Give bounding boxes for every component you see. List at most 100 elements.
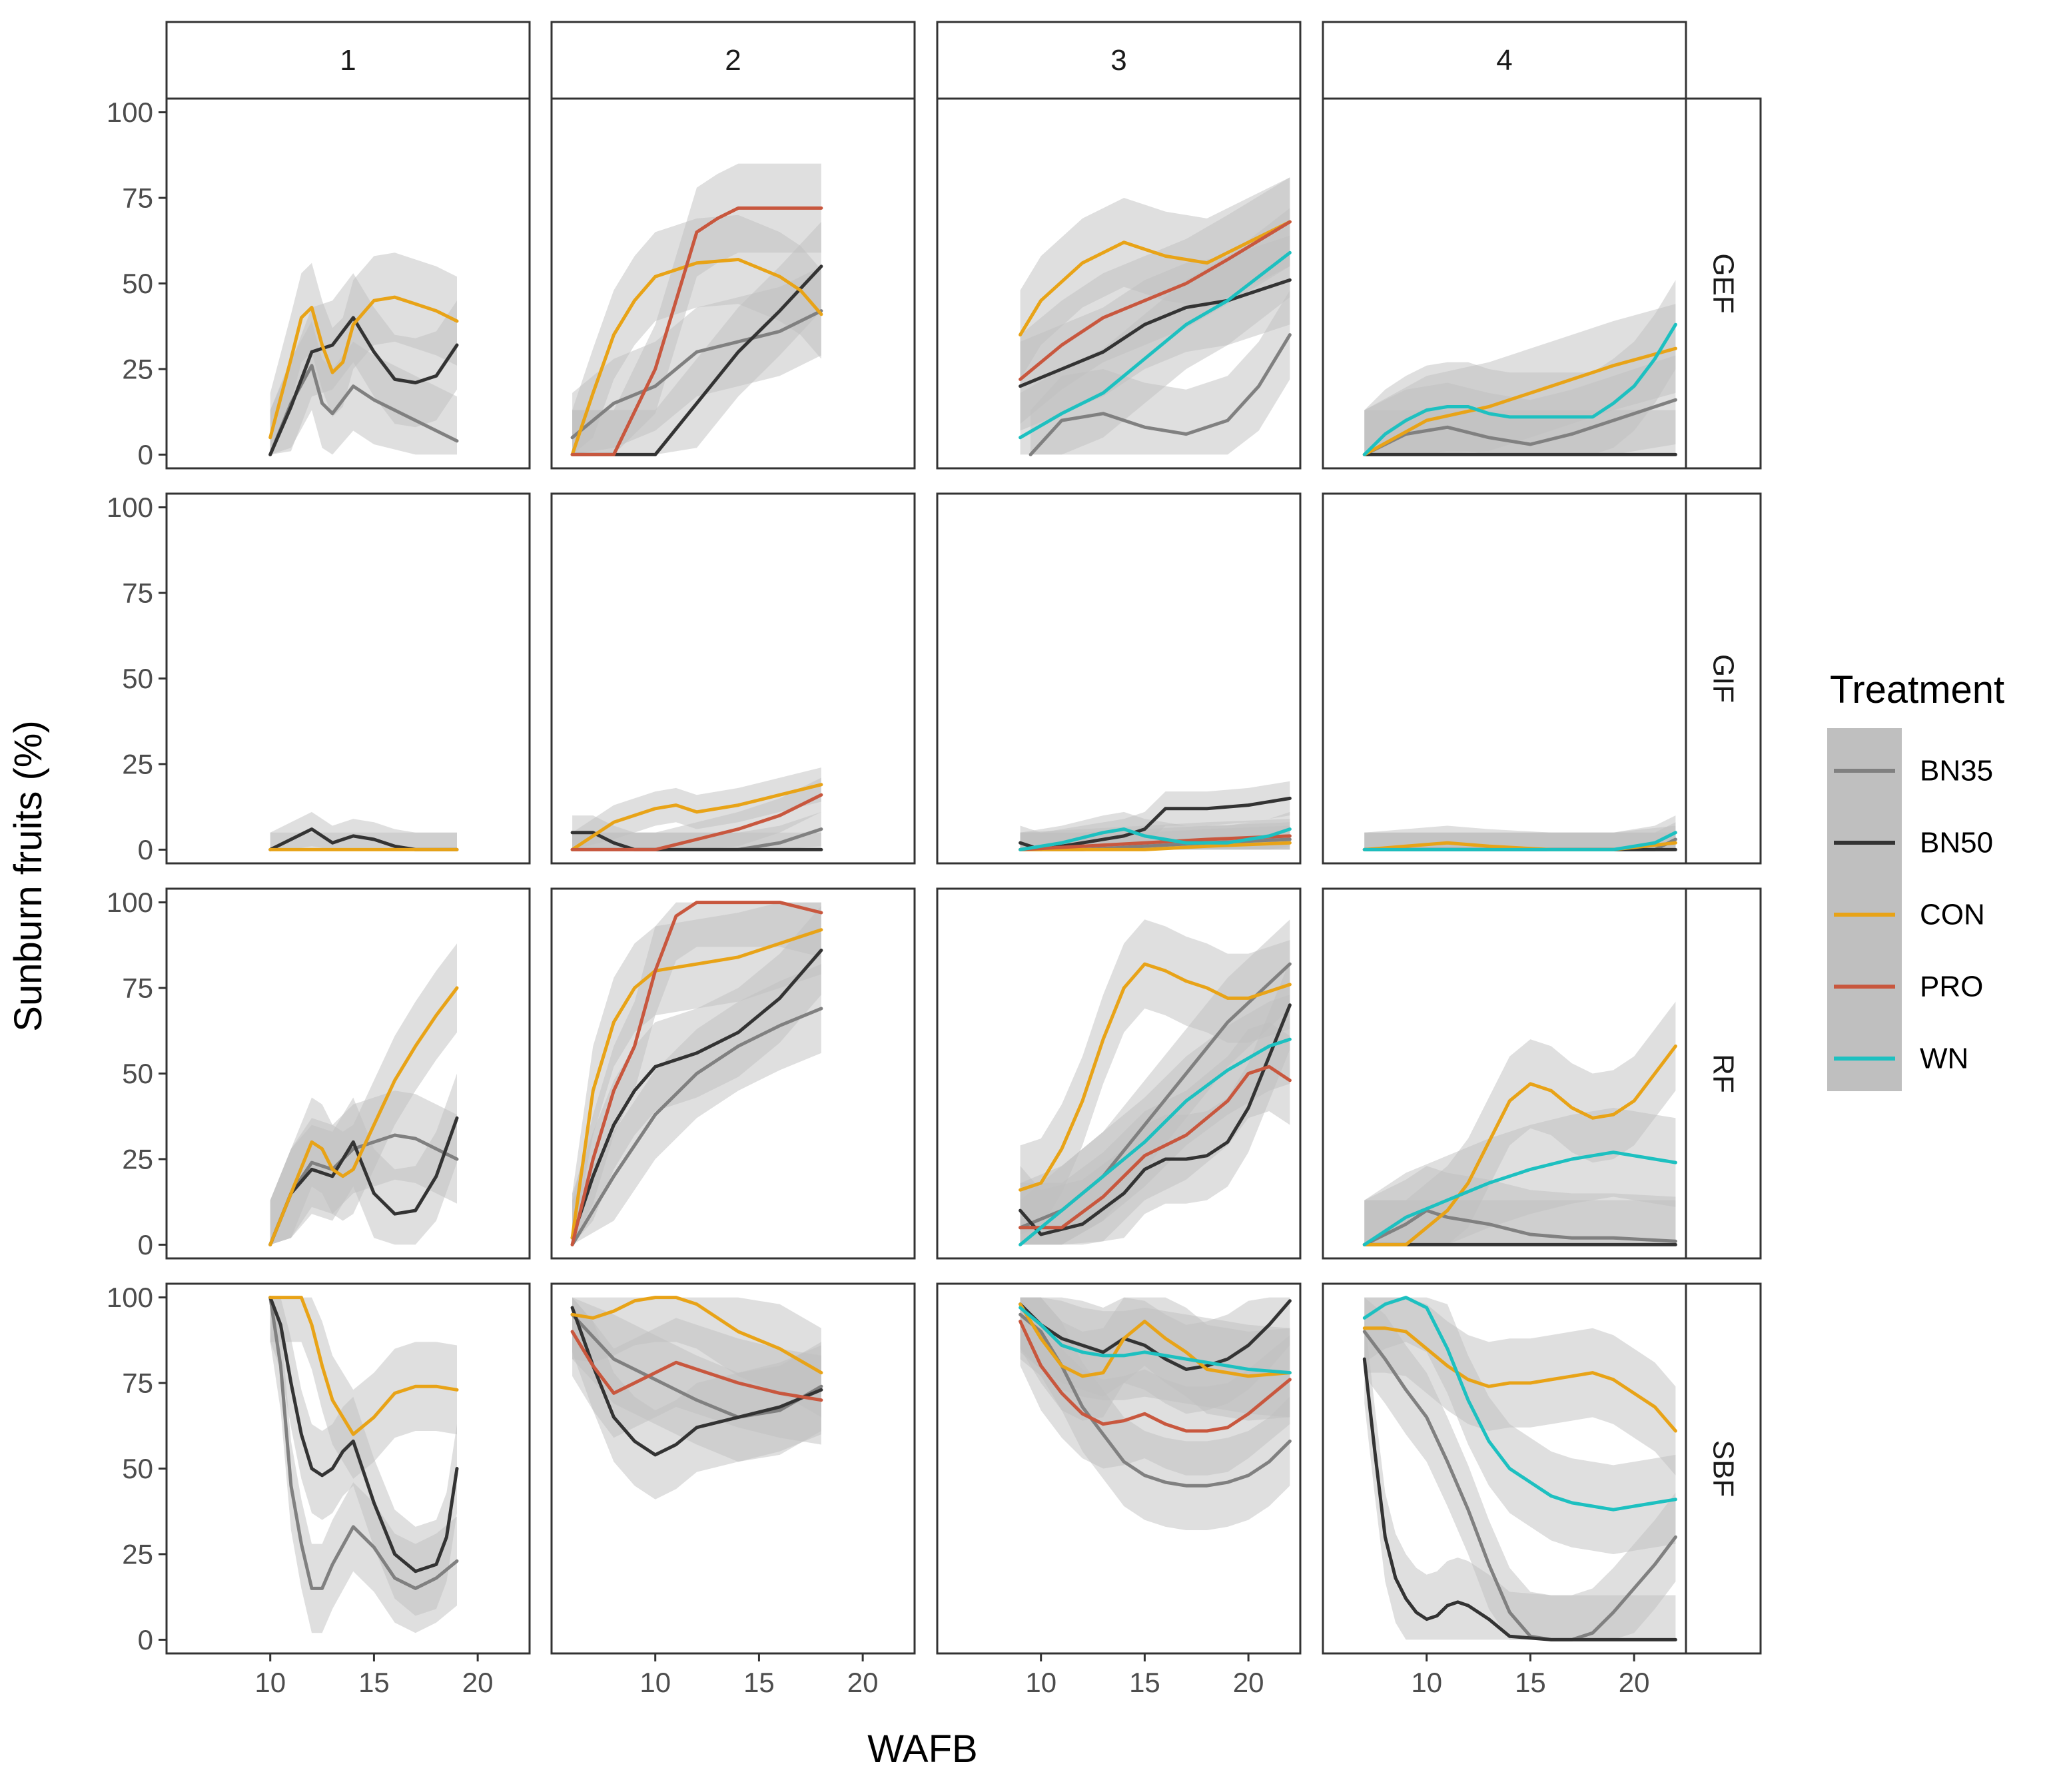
row-strip-label-gif: GIF: [1707, 654, 1740, 703]
ribbon-gif-1-con: [270, 832, 457, 850]
line-gif-3-pro: [1019, 834, 1292, 851]
y-tick-label-gef-0: 0: [138, 439, 153, 470]
y-tick-label-gif-50: 50: [122, 663, 153, 694]
line-rf-2-pro: [570, 901, 823, 1246]
panel-frame-sbf-3: [936, 1282, 1302, 1655]
row-strip-sbf: [1685, 1282, 1762, 1655]
line-sbf-3-pro: [1019, 1320, 1292, 1433]
line-rf-3-pro: [1019, 1065, 1292, 1230]
y-tick-label-rf-50: 50: [122, 1058, 153, 1089]
x-tick-label-4-15: 15: [1515, 1667, 1546, 1698]
line-rf-3-wn: [1019, 1037, 1292, 1246]
line-sbf-2-con: [570, 1296, 823, 1375]
x-tick-label-4-10: 10: [1411, 1667, 1442, 1698]
line-gef-2-pro: [570, 206, 823, 456]
line-gef-4-wn: [1362, 322, 1677, 456]
row-strip-label-gef: GEF: [1707, 253, 1740, 313]
col-strip-label-2: 2: [725, 44, 741, 77]
ribbon-gif-4-wn: [1364, 815, 1676, 850]
ribbon-gif-2-pro: [572, 777, 821, 850]
line-rf-4-bn35: [1362, 1208, 1677, 1246]
ribbon-gef-2-pro: [572, 163, 821, 455]
line-sbf-2-pro: [570, 1330, 823, 1402]
panel-frame-sbf-2: [550, 1282, 916, 1655]
legend-label-pro: PRO: [1920, 971, 1983, 1003]
y-tick-label-gif-100: 100: [107, 492, 153, 523]
ribbon-rf-3-con: [1020, 919, 1290, 1234]
line-gef-4-con: [1362, 346, 1677, 456]
line-rf-4-con: [1362, 1044, 1677, 1246]
x-tick-label-2-10: 10: [639, 1667, 671, 1698]
line-gef-1-con: [268, 295, 459, 440]
x-tick-label-3-20: 20: [1233, 1667, 1264, 1698]
panel-frame-gif-2: [550, 492, 916, 865]
line-sbf-4-con: [1362, 1326, 1677, 1433]
line-rf-2-bn50: [570, 949, 823, 1240]
y-axis-title: Sunburn fruits (%): [7, 720, 50, 1031]
line-sbf-2-bn50: [570, 1306, 823, 1457]
line-gif-3-wn: [1019, 827, 1292, 851]
row-strip-gif: [1685, 492, 1762, 865]
y-tick-label-sbf-100: 100: [107, 1282, 153, 1313]
row-strip-rf: [1685, 887, 1762, 1260]
legend-label-con: CON: [1920, 899, 1985, 931]
line-sbf-3-con: [1019, 1302, 1292, 1378]
ribbon-sbf-2-con: [572, 1297, 821, 1418]
line-rf-4-wn: [1362, 1150, 1677, 1246]
x-tick-label-3-10: 10: [1025, 1667, 1056, 1698]
line-gif-2-pro: [570, 793, 823, 851]
line-gef-2-bn35: [570, 309, 823, 440]
y-tick-label-rf-75: 75: [122, 973, 153, 1004]
line-sbf-1-bn50: [268, 1296, 459, 1573]
y-tick-label-gef-50: 50: [122, 268, 153, 299]
line-gef-3-con: [1019, 220, 1292, 337]
y-tick-label-gef-100: 100: [107, 97, 153, 128]
row-strip-gef: [1685, 97, 1762, 470]
y-tick-label-gef-75: 75: [122, 183, 153, 214]
y-tick-label-sbf-0: 0: [138, 1624, 153, 1655]
line-sbf-4-bn50: [1362, 1357, 1677, 1641]
y-tick-label-sbf-75: 75: [122, 1368, 153, 1399]
line-gef-3-wn: [1019, 250, 1292, 440]
line-gef-2-con: [570, 258, 823, 456]
axes-layer: 0 25 50 75 100 0 25 50 75 100 0 25 50 75 100 0 25 50 75 100…: [107, 97, 1650, 1698]
ribbon-rf-3-bn50: [1020, 960, 1290, 1245]
line-sbf-3-bn35: [1019, 1312, 1292, 1488]
y-tick-label-rf-100: 100: [107, 887, 153, 918]
line-gef-3-pro: [1019, 220, 1292, 381]
x-axis-title: WAFB: [867, 1727, 977, 1771]
legend: Treatment BN35 BN50 CON PRO WN: [1827, 668, 2004, 1091]
ribbon-sbf-4-bn50: [1364, 1314, 1676, 1640]
y-tick-label-gif-25: 25: [122, 748, 153, 779]
x-tick-label-2-15: 15: [743, 1667, 775, 1698]
row-strip-label-sbf: SBF: [1707, 1440, 1740, 1498]
x-tick-label-1-10: 10: [254, 1667, 286, 1698]
ribbon-sbf-3-wn: [1020, 1297, 1290, 1418]
line-sbf-2-bn35: [570, 1312, 823, 1419]
facet-strips-layer: GEF GIF RF SBF 1 2 3 4: [165, 21, 1762, 1655]
col-strip-label-3: 3: [1110, 44, 1126, 77]
legend-label-bn50: BN50: [1920, 827, 1993, 859]
col-strip-1: [165, 21, 531, 100]
line-gif-2-con: [570, 783, 823, 851]
panel-frame-rf-2: [550, 887, 916, 1260]
ribbon-gef-4-wn: [1364, 280, 1676, 455]
line-gef-3-bn35: [1028, 333, 1292, 456]
col-strip-label-1: 1: [340, 44, 356, 77]
col-strip-2: [550, 21, 916, 100]
y-tick-label-rf-25: 25: [122, 1143, 153, 1174]
legend-label-wn: WN: [1920, 1043, 1968, 1075]
row-strip-label-rf: RF: [1707, 1054, 1740, 1093]
x-tick-label-2-20: 20: [847, 1667, 879, 1698]
line-gif-4-wn: [1362, 831, 1677, 851]
legend-label-bn35: BN35: [1920, 755, 1993, 787]
y-tick-label-sbf-50: 50: [122, 1453, 153, 1484]
legend-entries: BN35 BN50 CON PRO WN: [1834, 755, 1993, 1075]
ribbon-gef-3-wn: [1020, 208, 1290, 455]
line-sbf-4-wn: [1362, 1296, 1677, 1512]
ribbon-gef-2-con: [572, 215, 821, 455]
col-strip-3: [936, 21, 1302, 100]
line-sbf-1-bn35: [268, 1296, 459, 1590]
x-tick-label-3-15: 15: [1129, 1667, 1160, 1698]
